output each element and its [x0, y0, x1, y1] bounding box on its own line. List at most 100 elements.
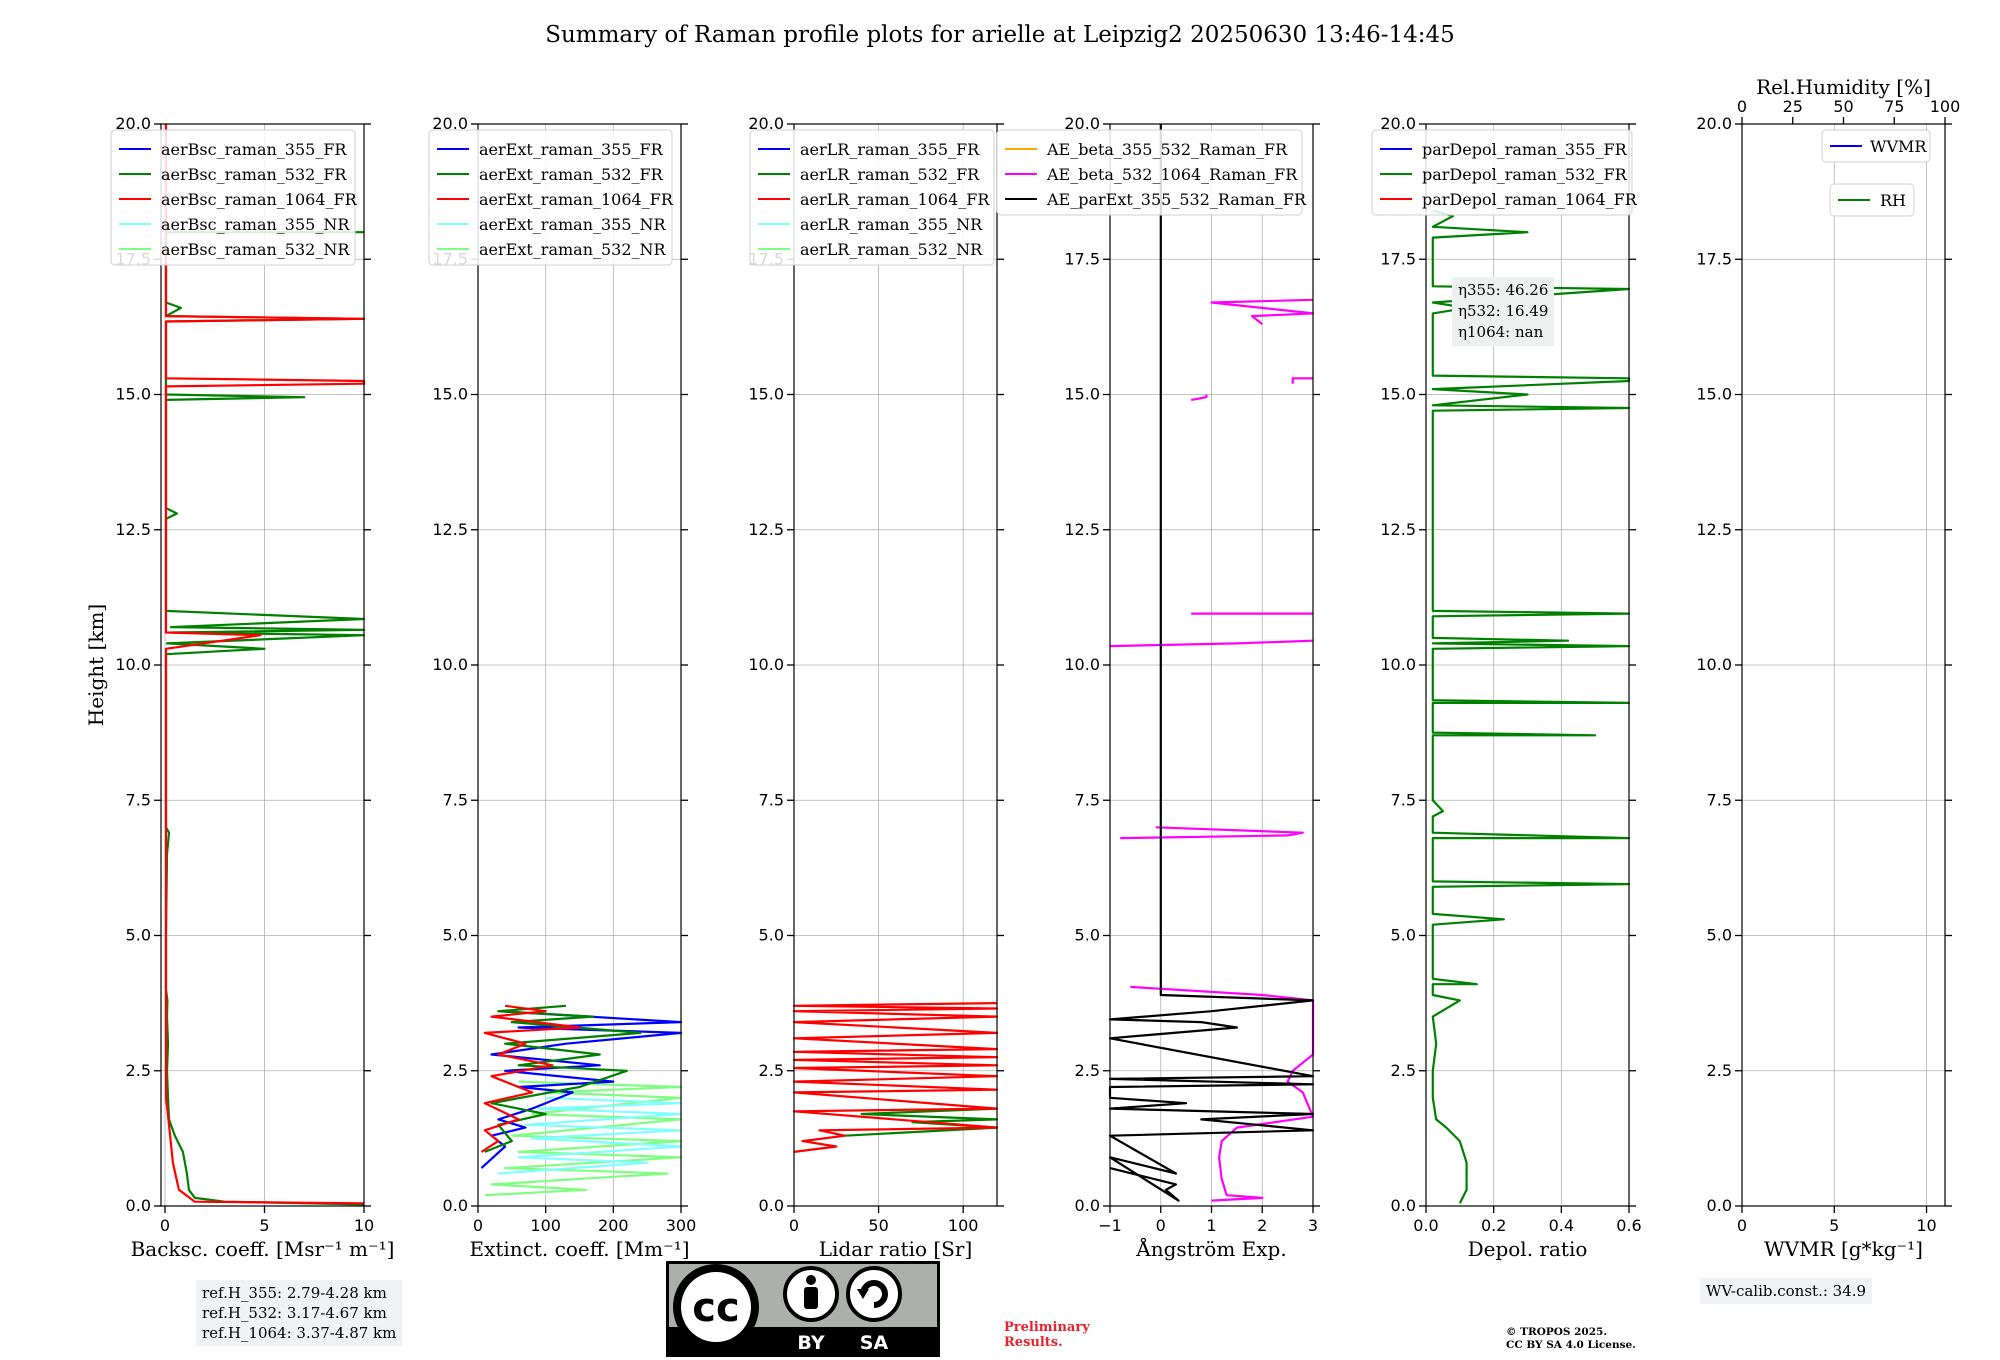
legend-label: aerBsc_raman_355_FR	[161, 140, 347, 159]
y-tick-label: 20.0	[432, 114, 468, 133]
series-line-AE_beta_532_1064_Raman_FR	[1109, 639, 1314, 648]
y-tick-label: 12.5	[748, 520, 784, 539]
y-tick-label: 7.5	[443, 790, 468, 809]
legend-label: aerBsc_raman_532_FR	[161, 165, 347, 184]
legend: aerExt_raman_355_FR aerExt_raman_532_FRae…	[428, 129, 674, 266]
y-tick-label: 20.0	[1696, 114, 1732, 133]
legend: aerBsc_raman_355_FR aerBsc_raman_532_FRae…	[110, 129, 358, 266]
legend-label: AE_parExt_355_532_Raman_FR	[1046, 190, 1307, 209]
depol-eta-box: η355: 46.26 η532: 16.49 η1064: nan	[1452, 277, 1555, 346]
y-tick-label: 7.5	[1391, 790, 1416, 809]
copyright-note: © TROPOS 2025. CC BY SA 4.0 License.	[1506, 1326, 1636, 1352]
y-tick-label: 10.0	[1696, 655, 1732, 674]
plot-panels: 0.02.55.07.510.012.515.017.520.00510Back…	[84, 75, 1960, 1261]
legend-label: aerLR_raman_355_NR	[800, 215, 983, 234]
legend-label: aerExt_raman_1064_FR	[479, 190, 674, 209]
x-tick-label: 100	[530, 1216, 561, 1235]
y-tick-label: 10.0	[1380, 655, 1416, 674]
y-tick-label: 15.0	[115, 385, 151, 404]
x-tick-label: −1	[1098, 1216, 1122, 1235]
x-tick-label: 50	[868, 1216, 888, 1235]
legend-label: WVMR	[1870, 137, 1927, 156]
x-axis-label: WVMR [g*kg⁻¹]	[1764, 1237, 1923, 1261]
eta-532: η532: 16.49	[1458, 302, 1549, 320]
y-tick-label: 7.5	[1707, 790, 1732, 809]
by-head-icon	[806, 1275, 816, 1285]
eta-355: η355: 46.26	[1458, 281, 1549, 299]
y-tick-label: 5.0	[1391, 926, 1416, 945]
y-tick-label: 2.5	[1391, 1061, 1416, 1080]
ref-height-532: ref.H_532: 3.17-4.67 km	[202, 1304, 387, 1322]
series-line-AE_beta_532_1064_Raman_FR	[1191, 394, 1208, 401]
legend-box	[1821, 129, 1931, 163]
y-axis-label: Height [km]	[84, 604, 108, 726]
y-tick-label: 17.5	[1064, 249, 1100, 268]
legend-box	[110, 129, 356, 266]
y-tick-label: 15.0	[1064, 385, 1100, 404]
legend-label: AE_beta_355_532_Raman_FR	[1046, 140, 1288, 159]
legend-box	[1371, 129, 1633, 216]
legend-box	[428, 129, 673, 266]
x-tick-label: 100	[948, 1216, 979, 1235]
legend-label: aerExt_raman_532_NR	[479, 240, 667, 259]
y-tick-label: 12.5	[1696, 520, 1732, 539]
legend-label: aerExt_raman_355_NR	[479, 215, 667, 234]
y-tick-label: 10.0	[432, 655, 468, 674]
y-tick-label: 2.5	[759, 1061, 784, 1080]
legend-label: parDepol_raman_532_FR	[1422, 165, 1628, 184]
y-tick-label: 0.0	[759, 1196, 784, 1215]
chart-panel-extinction: 0.02.55.07.510.012.515.017.520.001002003…	[428, 114, 696, 1261]
series-line-AE_beta_532_1064_Raman_FR	[1291, 377, 1313, 384]
y-tick-label: 20.0	[115, 114, 151, 133]
chart-panel-lidar_ratio: 0.02.55.07.510.012.515.017.520.0050100Li…	[748, 114, 1004, 1261]
legend-secondary: RH	[1829, 183, 1915, 217]
y-tick-label: 20.0	[748, 114, 784, 133]
cc-by-sa-license-logo: cc BY SA	[666, 1261, 940, 1357]
top-x-tick-label: 50	[1833, 97, 1853, 116]
legend-label: aerExt_raman_532_FR	[479, 165, 664, 184]
legend-label: RH	[1880, 191, 1906, 210]
series-line-parDepol_raman_532_FR	[1431, 209, 1631, 1204]
legend-label: parDepol_raman_1064_FR	[1422, 190, 1638, 209]
cc-symbol-text: cc	[692, 1285, 739, 1331]
legend: AE_beta_355_532_Raman_FR AE_beta_532_1064…	[996, 129, 1307, 216]
ref-height-1064: ref.H_1064: 3.37-4.87 km	[202, 1324, 397, 1342]
y-tick-label: 17.5	[1696, 249, 1732, 268]
by-label: BY	[797, 1332, 824, 1354]
y-tick-label: 15.0	[1380, 385, 1416, 404]
y-tick-label: 12.5	[1380, 520, 1416, 539]
x-axis-label: Lidar ratio [Sr]	[819, 1237, 973, 1261]
x-tick-label: 0.4	[1549, 1216, 1574, 1235]
legend-label: aerLR_raman_1064_FR	[800, 190, 990, 209]
y-tick-label: 7.5	[1075, 790, 1100, 809]
y-tick-label: 10.0	[1064, 655, 1100, 674]
by-body-icon	[804, 1287, 818, 1309]
legend: aerLR_raman_355_FR aerLR_raman_532_FR aerL…	[749, 129, 995, 266]
legend-label: aerExt_raman_355_FR	[479, 140, 664, 159]
preliminary-line-1: Preliminary	[1004, 1320, 1090, 1335]
sa-label: SA	[860, 1332, 889, 1354]
x-tick-label: 5	[259, 1216, 269, 1235]
top-x-tick-label: 25	[1783, 97, 1803, 116]
legend-label: aerBsc_raman_532_NR	[161, 240, 350, 259]
legend-label: AE_beta_532_1064_Raman_FR	[1046, 165, 1298, 184]
chart-panel-angstrom: 0.0 2.5 5.0 7.5 10.0 12.5 15.0 17.5 20.0 −1 0 1 2 3 Ån…	[996, 114, 1320, 1261]
x-tick-label: 5	[1829, 1216, 1839, 1235]
x-tick-label: 0.2	[1481, 1216, 1506, 1235]
x-axis-label: Ångström Exp.	[1135, 1236, 1286, 1261]
series-line-aerBsc_raman_1064_FR	[164, 124, 366, 1205]
legend-label: aerBsc_raman_355_NR	[161, 215, 350, 234]
x-tick-label: 0	[789, 1216, 799, 1235]
legend: parDepol_raman_355_FR parDepol_raman_532_…	[1371, 129, 1638, 216]
series-line-aerLR_raman_1064_FR	[792, 1002, 999, 1153]
wv-calib-const: WV-calib.const.: 34.9	[1706, 1282, 1867, 1300]
y-tick-label: 2.5	[443, 1061, 468, 1080]
preliminary-results-note: Preliminary Results.	[1004, 1320, 1090, 1350]
y-tick-label: 20.0	[1380, 114, 1416, 133]
y-tick-label: 0.0	[126, 1196, 151, 1215]
chart-panel-backscatter: 0.02.55.07.510.012.515.017.520.00510Back…	[110, 114, 394, 1261]
series-line-AE_beta_532_1064_Raman_FR	[1120, 826, 1304, 840]
chart-panel-wvmr: 0.0 2.5 5.0 7.5 10.0 12.5 15.0 17.5 20.0 0 5 10 WVMR…	[1696, 75, 1960, 1261]
ref-height-355: ref.H_355: 2.79-4.28 km	[202, 1284, 387, 1302]
y-tick-label: 10.0	[115, 655, 151, 674]
